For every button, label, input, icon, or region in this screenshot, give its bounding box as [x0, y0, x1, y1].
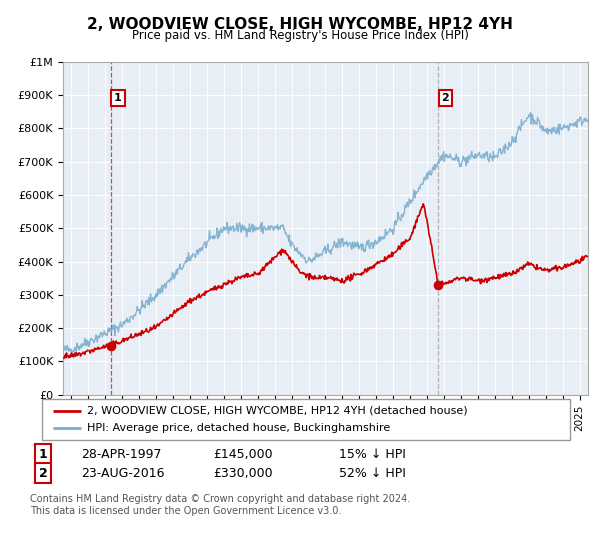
Text: 28-APR-1997: 28-APR-1997 [81, 448, 161, 461]
Text: 52% ↓ HPI: 52% ↓ HPI [339, 466, 406, 480]
Text: 2, WOODVIEW CLOSE, HIGH WYCOMBE, HP12 4YH: 2, WOODVIEW CLOSE, HIGH WYCOMBE, HP12 4Y… [87, 17, 513, 32]
Text: 2: 2 [39, 466, 47, 480]
Text: HPI: Average price, detached house, Buckinghamshire: HPI: Average price, detached house, Buck… [87, 423, 390, 433]
Text: £145,000: £145,000 [213, 448, 272, 461]
Text: £330,000: £330,000 [213, 466, 272, 480]
Text: Price paid vs. HM Land Registry's House Price Index (HPI): Price paid vs. HM Land Registry's House … [131, 29, 469, 42]
Text: 23-AUG-2016: 23-AUG-2016 [81, 466, 164, 480]
Text: 1: 1 [39, 448, 47, 461]
Text: 2, WOODVIEW CLOSE, HIGH WYCOMBE, HP12 4YH (detached house): 2, WOODVIEW CLOSE, HIGH WYCOMBE, HP12 4Y… [87, 405, 467, 416]
Text: Contains HM Land Registry data © Crown copyright and database right 2024.
This d: Contains HM Land Registry data © Crown c… [30, 494, 410, 516]
Text: 2: 2 [442, 94, 449, 103]
Text: 15% ↓ HPI: 15% ↓ HPI [339, 448, 406, 461]
Text: 1: 1 [114, 94, 122, 103]
